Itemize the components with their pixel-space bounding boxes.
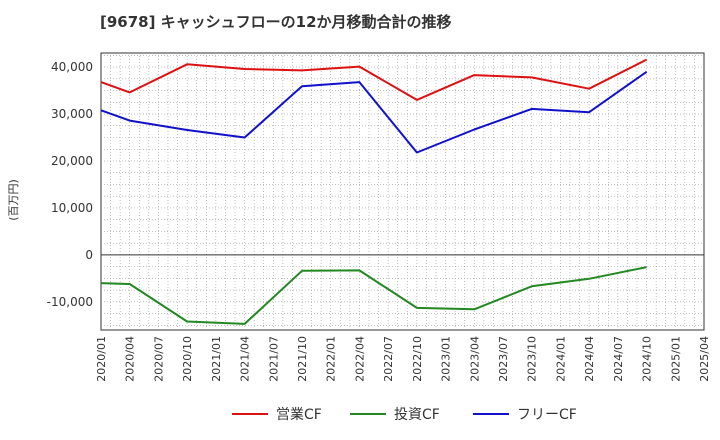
x-tick-label: 2023/01 bbox=[440, 336, 453, 382]
x-tick-label: 2021/01 bbox=[210, 336, 223, 382]
x-tick-label: 2022/10 bbox=[411, 336, 424, 382]
grid-lines bbox=[101, 53, 704, 330]
x-tick-label: 2020/10 bbox=[181, 336, 194, 382]
plot-area bbox=[100, 52, 705, 331]
y-tick-label: 40,000 bbox=[51, 60, 93, 74]
x-tick-label: 2021/04 bbox=[239, 336, 252, 382]
x-tick-label: 2025/01 bbox=[669, 336, 682, 382]
y-tick-label: 30,000 bbox=[51, 107, 93, 121]
x-tick-label: 2024/01 bbox=[554, 336, 567, 382]
x-tick-label: 2025/04 bbox=[698, 336, 711, 382]
x-tick-label: 2023/10 bbox=[526, 336, 539, 382]
x-tick-label: 2024/07 bbox=[612, 336, 625, 382]
chart-title: [9678] キャッシュフローの12か月移動合計の推移 bbox=[100, 13, 452, 31]
legend-label: 投資CF bbox=[394, 407, 440, 423]
x-tick-label: 2022/04 bbox=[353, 336, 366, 382]
y-tick-label: 20,000 bbox=[51, 154, 93, 168]
x-tick-label: 2024/10 bbox=[641, 336, 654, 382]
series-line-フリーCF bbox=[100, 70, 648, 154]
y-axis-ticks: -10,000 0 10,000 20,000 30,000 40,000 bbox=[47, 60, 93, 309]
series-line-投資CF bbox=[100, 266, 647, 325]
legend-label: 営業CF bbox=[276, 407, 322, 423]
series-lines bbox=[100, 58, 648, 325]
series-line-営業CF bbox=[100, 58, 648, 101]
x-tick-label: 2021/07 bbox=[267, 336, 280, 382]
x-tick-label: 2023/07 bbox=[497, 336, 510, 382]
x-tick-label: 2021/10 bbox=[296, 336, 309, 382]
y-tick-label: 0 bbox=[85, 248, 93, 262]
y-tick-label: 10,000 bbox=[51, 201, 93, 215]
x-tick-label: 2020/07 bbox=[152, 336, 165, 382]
x-tick-label: 2022/07 bbox=[382, 336, 395, 382]
legend-label: フリーCF bbox=[517, 407, 577, 423]
x-tick-label: 2022/01 bbox=[325, 336, 338, 382]
legend: 営業CF 投資CF フリーCF bbox=[232, 407, 577, 423]
x-tick-label: 2023/04 bbox=[468, 336, 481, 382]
y-tick-label: -10,000 bbox=[47, 295, 93, 309]
x-tick-label: 2024/04 bbox=[583, 336, 596, 382]
x-axis-ticks: 2020/01 2020/04 2020/07 2020/10 2021/01 2021/… bbox=[95, 336, 711, 382]
x-tick-label: 2020/01 bbox=[95, 336, 108, 382]
x-tick-label: 2020/04 bbox=[124, 336, 137, 382]
y-axis-label: (百万円) bbox=[7, 179, 20, 221]
